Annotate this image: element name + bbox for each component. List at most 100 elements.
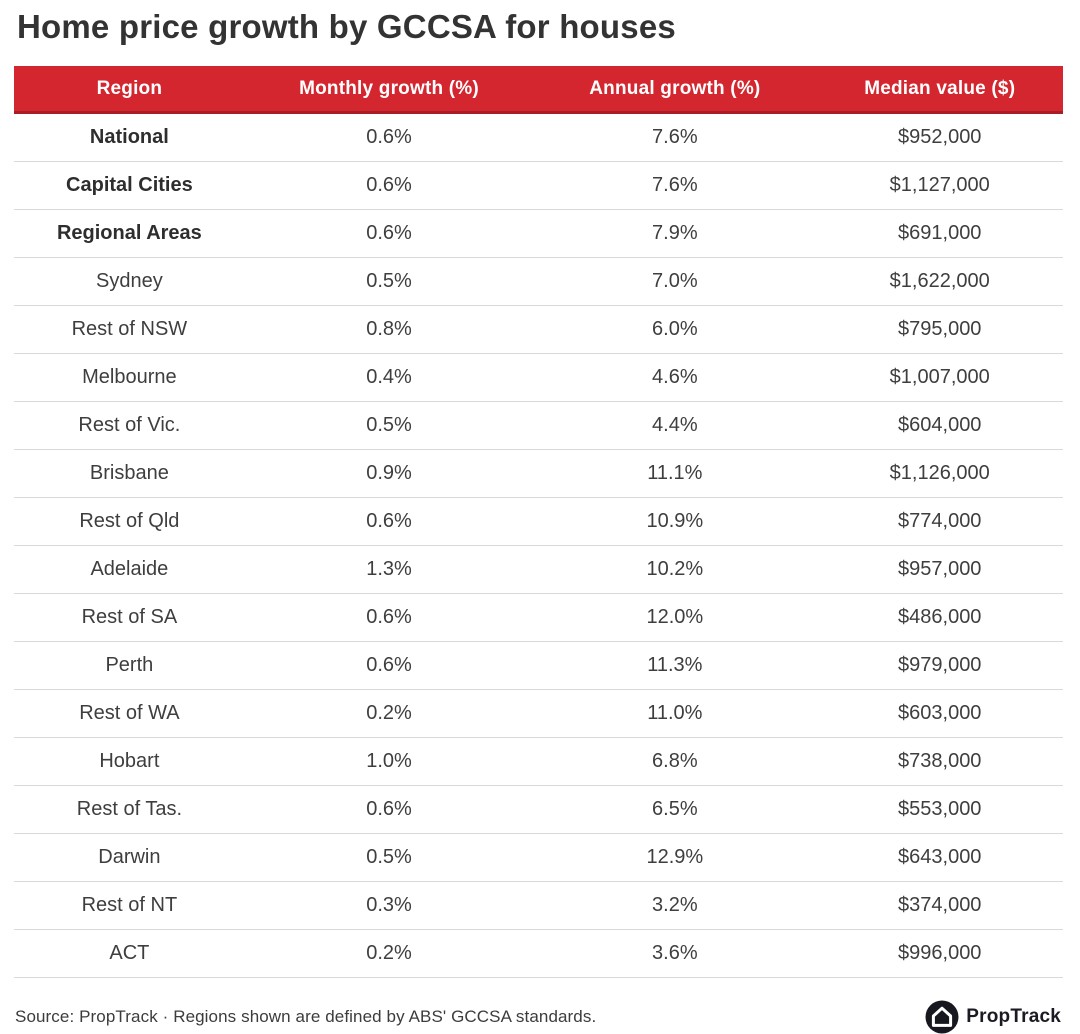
cell-annual: 11.0% bbox=[533, 689, 817, 738]
table-row: Brisbane 0.9% 11.1% $1,126,000 bbox=[14, 449, 1063, 498]
cell-median: $957,000 bbox=[816, 545, 1063, 594]
cell-region: Rest of NSW bbox=[14, 305, 245, 354]
cell-annual: 7.0% bbox=[533, 257, 817, 306]
cell-monthly: 0.6% bbox=[244, 497, 534, 546]
table-row: Hobart 1.0% 6.8% $738,000 bbox=[14, 737, 1063, 786]
cell-monthly: 0.3% bbox=[244, 881, 534, 930]
cell-region: Darwin bbox=[14, 833, 245, 882]
cell-median: $996,000 bbox=[816, 929, 1063, 978]
table-row: Rest of NSW 0.8% 6.0% $795,000 bbox=[14, 305, 1063, 354]
cell-median: $553,000 bbox=[816, 785, 1063, 834]
table-row: Rest of Qld 0.6% 10.9% $774,000 bbox=[14, 497, 1063, 546]
cell-median: $774,000 bbox=[816, 497, 1063, 546]
cell-annual: 6.0% bbox=[533, 305, 817, 354]
cell-median: $738,000 bbox=[816, 737, 1063, 786]
table-row: Capital Cities 0.6% 7.6% $1,127,000 bbox=[14, 161, 1063, 210]
table-row: Adelaide 1.3% 10.2% $957,000 bbox=[14, 545, 1063, 594]
cell-region: Sydney bbox=[14, 257, 245, 306]
col-header-region: Region bbox=[14, 66, 245, 114]
cell-median: $604,000 bbox=[816, 401, 1063, 450]
cell-median: $1,007,000 bbox=[816, 353, 1063, 402]
cell-monthly: 1.0% bbox=[244, 737, 534, 786]
cell-region: Rest of Tas. bbox=[14, 785, 245, 834]
table-row: Darwin 0.5% 12.9% $643,000 bbox=[14, 833, 1063, 882]
cell-median: $603,000 bbox=[816, 689, 1063, 738]
cell-median: $374,000 bbox=[816, 881, 1063, 930]
header-row: Region Monthly growth (%) Annual growth … bbox=[14, 66, 1063, 114]
price-table: Region Monthly growth (%) Annual growth … bbox=[14, 66, 1063, 978]
col-header-monthly: Monthly growth (%) bbox=[244, 66, 534, 114]
table-header: Region Monthly growth (%) Annual growth … bbox=[14, 66, 1063, 114]
cell-annual: 12.0% bbox=[533, 593, 817, 642]
cell-median: $1,127,000 bbox=[816, 161, 1063, 210]
source-note: Source: PropTrack · Regions shown are de… bbox=[15, 1007, 597, 1026]
footer: Source: PropTrack · Regions shown are de… bbox=[14, 1000, 1063, 1034]
cell-annual: 11.1% bbox=[533, 449, 817, 498]
table-row: Rest of WA 0.2% 11.0% $603,000 bbox=[14, 689, 1063, 738]
cell-region: Perth bbox=[14, 641, 245, 690]
cell-annual: 10.9% bbox=[533, 497, 817, 546]
cell-annual: 7.6% bbox=[533, 161, 817, 210]
cell-monthly: 0.6% bbox=[244, 161, 534, 210]
cell-median: $1,126,000 bbox=[816, 449, 1063, 498]
cell-region: ACT bbox=[14, 929, 245, 978]
cell-monthly: 0.6% bbox=[244, 641, 534, 690]
cell-median: $691,000 bbox=[816, 209, 1063, 258]
cell-region: Brisbane bbox=[14, 449, 245, 498]
cell-region: Capital Cities bbox=[14, 161, 245, 210]
table-row: Rest of NT 0.3% 3.2% $374,000 bbox=[14, 881, 1063, 930]
cell-monthly: 0.5% bbox=[244, 833, 534, 882]
cell-annual: 7.6% bbox=[533, 112, 817, 162]
cell-region: Rest of NT bbox=[14, 881, 245, 930]
cell-region: Rest of WA bbox=[14, 689, 245, 738]
cell-monthly: 0.2% bbox=[244, 929, 534, 978]
col-header-annual: Annual growth (%) bbox=[533, 66, 817, 114]
cell-median: $795,000 bbox=[816, 305, 1063, 354]
proptrack-logo: PropTrack bbox=[925, 1000, 1061, 1034]
table-row: ACT 0.2% 3.6% $996,000 bbox=[14, 929, 1063, 978]
col-header-median: Median value ($) bbox=[816, 66, 1063, 114]
cell-monthly: 0.2% bbox=[244, 689, 534, 738]
cell-monthly: 0.4% bbox=[244, 353, 534, 402]
cell-annual: 10.2% bbox=[533, 545, 817, 594]
cell-region: Rest of Qld bbox=[14, 497, 245, 546]
cell-monthly: 0.5% bbox=[244, 401, 534, 450]
table-row: Regional Areas 0.6% 7.9% $691,000 bbox=[14, 209, 1063, 258]
table-row: Melbourne 0.4% 4.6% $1,007,000 bbox=[14, 353, 1063, 402]
cell-annual: 11.3% bbox=[533, 641, 817, 690]
cell-monthly: 0.6% bbox=[244, 785, 534, 834]
cell-median: $952,000 bbox=[816, 112, 1063, 162]
cell-region: Melbourne bbox=[14, 353, 245, 402]
cell-annual: 3.6% bbox=[533, 929, 817, 978]
table-body: National 0.6% 7.6% $952,000 Capital Cities 0.… bbox=[14, 112, 1063, 978]
cell-monthly: 1.3% bbox=[244, 545, 534, 594]
cell-annual: 4.6% bbox=[533, 353, 817, 402]
cell-annual: 12.9% bbox=[533, 833, 817, 882]
cell-region: Adelaide bbox=[14, 545, 245, 594]
cell-median: $979,000 bbox=[816, 641, 1063, 690]
cell-annual: 6.8% bbox=[533, 737, 817, 786]
cell-region: Hobart bbox=[14, 737, 245, 786]
page-title: Home price growth by GCCSA for houses bbox=[17, 8, 676, 45]
cell-annual: 3.2% bbox=[533, 881, 817, 930]
cell-region: Regional Areas bbox=[14, 209, 245, 258]
cell-annual: 7.9% bbox=[533, 209, 817, 258]
cell-region: Rest of SA bbox=[14, 593, 245, 642]
cell-monthly: 0.5% bbox=[244, 257, 534, 306]
table-row: Perth 0.6% 11.3% $979,000 bbox=[14, 641, 1063, 690]
table-row: National 0.6% 7.6% $952,000 bbox=[14, 112, 1063, 162]
cell-median: $643,000 bbox=[816, 833, 1063, 882]
cell-monthly: 0.6% bbox=[244, 209, 534, 258]
cell-region: Rest of Vic. bbox=[14, 401, 245, 450]
cell-annual: 4.4% bbox=[533, 401, 817, 450]
table-row: Rest of Tas. 0.6% 6.5% $553,000 bbox=[14, 785, 1063, 834]
house-icon bbox=[925, 1000, 959, 1034]
table-row: Rest of Vic. 0.5% 4.4% $604,000 bbox=[14, 401, 1063, 450]
table-row: Rest of SA 0.6% 12.0% $486,000 bbox=[14, 593, 1063, 642]
cell-annual: 6.5% bbox=[533, 785, 817, 834]
cell-median: $486,000 bbox=[816, 593, 1063, 642]
cell-monthly: 0.8% bbox=[244, 305, 534, 354]
cell-monthly: 0.9% bbox=[244, 449, 534, 498]
logo-text: PropTrack bbox=[966, 1006, 1061, 1027]
